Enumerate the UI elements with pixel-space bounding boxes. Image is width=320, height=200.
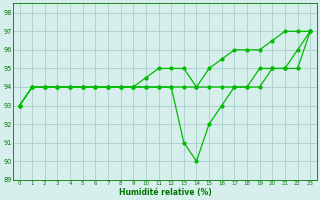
X-axis label: Humidité relative (%): Humidité relative (%) <box>118 188 211 197</box>
